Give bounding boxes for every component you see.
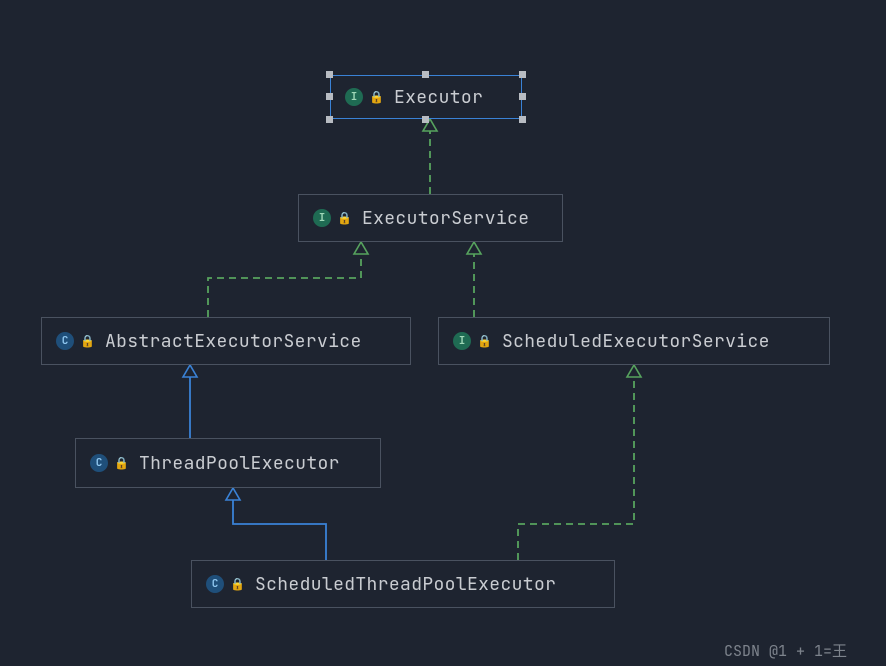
selection-handle[interactable] <box>519 93 526 100</box>
lock-icon: 🔒 <box>114 455 129 471</box>
node-label: ExecutorService <box>362 207 529 230</box>
lock-icon: 🔒 <box>80 333 95 349</box>
node-scheduledExecutorService[interactable]: I 🔒 ScheduledExecutorService <box>438 317 830 365</box>
node-executor[interactable]: I 🔒 Executor <box>330 75 522 119</box>
node-label: ScheduledExecutorService <box>502 330 770 353</box>
node-label: Executor <box>394 86 483 109</box>
lock-icon: 🔒 <box>337 210 352 226</box>
selection-handle[interactable] <box>326 93 333 100</box>
edge-scheduledThreadPoolExecutor-to-scheduledExecutorService <box>518 375 634 560</box>
class-badge-icon: C <box>56 332 74 350</box>
interface-badge-icon: I <box>453 332 471 350</box>
lock-icon: 🔒 <box>230 576 245 592</box>
node-threadPoolExecutor[interactable]: C 🔒 ThreadPoolExecutor <box>75 438 381 488</box>
interface-badge-icon: I <box>345 88 363 106</box>
class-badge-icon: C <box>206 575 224 593</box>
node-scheduledThreadPoolExecutor[interactable]: C 🔒 ScheduledThreadPoolExecutor <box>191 560 615 608</box>
selection-handle[interactable] <box>422 71 429 78</box>
node-abstractExecutorService[interactable]: C 🔒 AbstractExecutorService <box>41 317 411 365</box>
node-label: ThreadPoolExecutor <box>139 452 340 475</box>
watermark-text: CSDN @1 + 1=王 <box>724 640 847 661</box>
selection-handle[interactable] <box>422 116 429 123</box>
class-badge-icon: C <box>90 454 108 472</box>
node-executorService[interactable]: I 🔒 ExecutorService <box>298 194 563 242</box>
selection-handle[interactable] <box>326 116 333 123</box>
selection-handle[interactable] <box>326 71 333 78</box>
lock-icon: 🔒 <box>369 89 384 105</box>
selection-handle[interactable] <box>519 71 526 78</box>
node-label: AbstractExecutorService <box>105 330 362 353</box>
node-label: ScheduledThreadPoolExecutor <box>255 573 556 596</box>
edge-abstractExecutorService-to-executorService <box>208 252 361 317</box>
lock-icon: 🔒 <box>477 333 492 349</box>
edge-scheduledThreadPoolExecutor-to-threadPoolExecutor <box>233 498 326 560</box>
selection-handle[interactable] <box>519 116 526 123</box>
interface-badge-icon: I <box>313 209 331 227</box>
